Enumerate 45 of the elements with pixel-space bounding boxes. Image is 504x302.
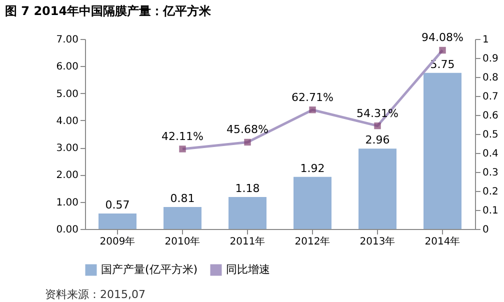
legend-label: 同比增速 [226, 263, 270, 276]
y-tick-label: 1.00 [56, 197, 78, 208]
y-tick-label: 6.00 [56, 62, 78, 73]
y2-tick-label: 0.8 [482, 72, 498, 84]
x-tick-label: 2014年 [424, 236, 460, 248]
bar [424, 72, 462, 229]
y2-tick-label: 1 [482, 34, 489, 46]
data-label: 1.18 [235, 182, 260, 195]
data-label: 62.71% [292, 90, 334, 104]
x-tick-label: 2013年 [360, 236, 396, 248]
data-label: 54.31% [356, 106, 398, 120]
y-tick-label: 4.00 [56, 116, 78, 127]
bar [164, 207, 202, 229]
y-tick-label: 7.00 [56, 34, 78, 46]
bar [294, 176, 332, 229]
x-tick-label: 2010年 [164, 236, 200, 248]
y-tick-label: 2.00 [56, 170, 78, 182]
data-label: 94.08% [422, 31, 464, 44]
data-label: 0.57 [105, 198, 130, 212]
y2-tick-label: 0.5 [482, 130, 498, 140]
data-label: 1.92 [300, 162, 325, 175]
y2-tick-label: 0.1 [482, 206, 498, 216]
y2-tick-label: 0 [482, 224, 489, 236]
y2-tick-label: 0.6 [482, 110, 498, 122]
x-tick-label: 2009年 [100, 236, 136, 248]
y-tick-label: 5.00 [56, 88, 78, 100]
legend-label: 国产产量(亿平方米) [101, 263, 198, 276]
y-tick-label: 0.00 [56, 224, 78, 236]
y2-tick-label: 0.3 [482, 168, 498, 178]
bar [358, 148, 396, 229]
bar [98, 214, 136, 229]
x-tick-label: 2012年 [294, 236, 330, 248]
bar [228, 196, 266, 229]
data-label: 42.11% [162, 130, 204, 143]
data-label: 0.81 [170, 192, 195, 206]
y2-tick-label: 0.2 [482, 186, 498, 198]
y-tick-label: 3.00 [56, 143, 78, 154]
data-label: 2.96 [365, 134, 390, 147]
y2-tick-label: 0.9 [482, 54, 498, 64]
data-label: 45.68% [226, 123, 268, 136]
text: 资料来源：2015,07 [45, 288, 146, 301]
chart-title: 图 7 2014年中国隔膜产量：亿平方米 [5, 4, 212, 18]
y2-tick-label: 0.7 [482, 92, 498, 102]
x-tick-label: 2011年 [230, 236, 266, 248]
y2-tick-label: 0.4 [482, 148, 498, 160]
